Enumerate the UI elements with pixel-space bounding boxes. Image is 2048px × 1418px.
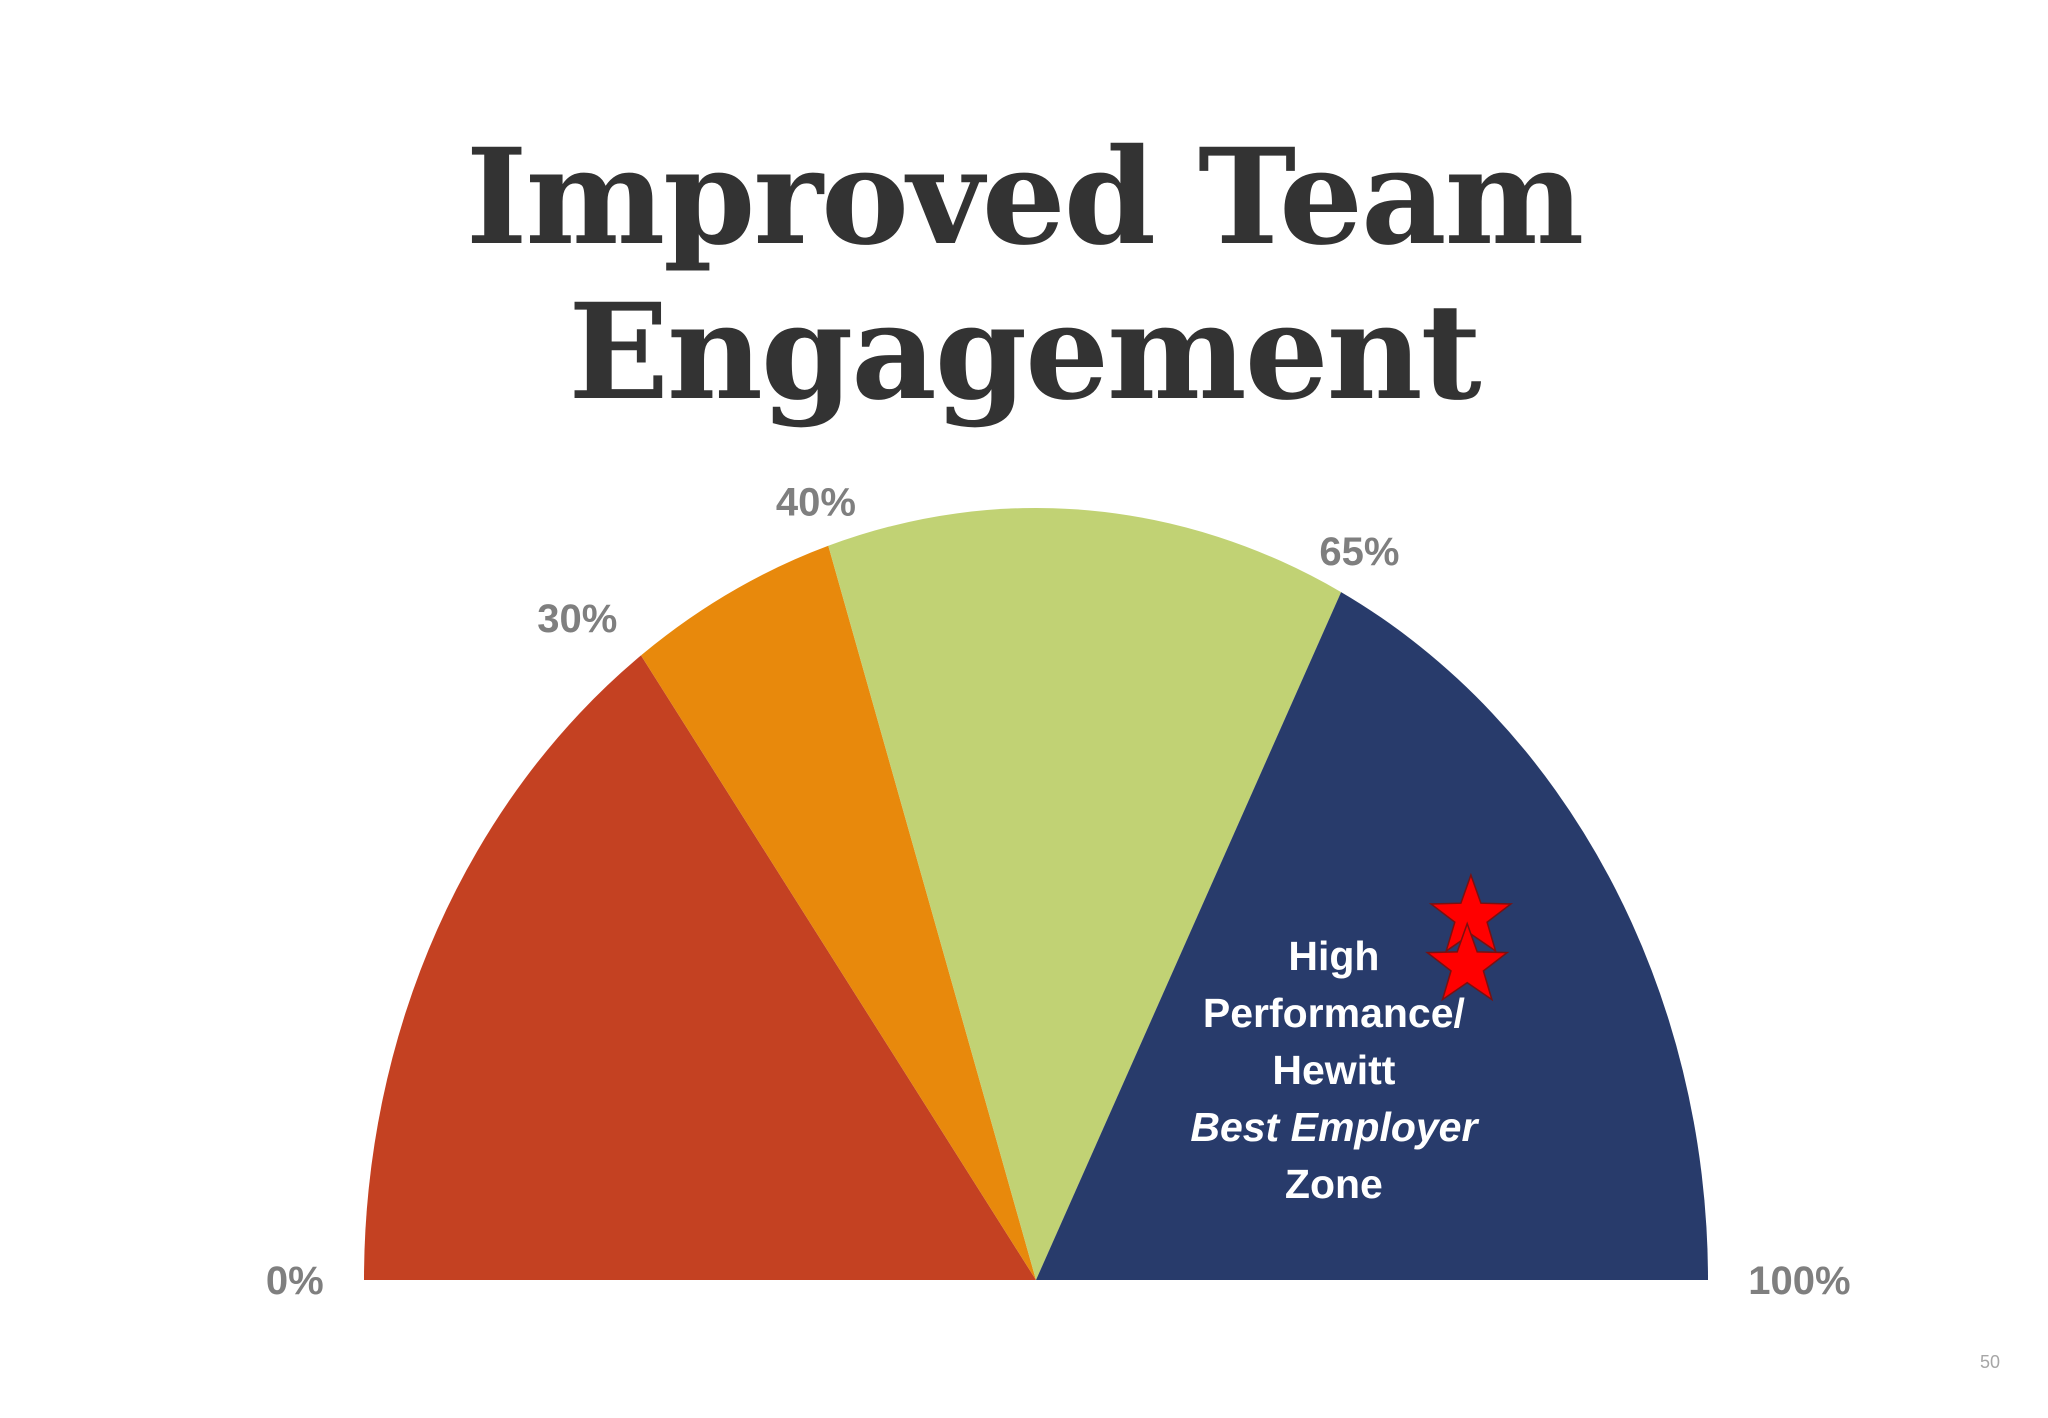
gauge-segment-30-40 [641, 545, 1036, 1280]
tick-label-30: 30% [537, 597, 617, 641]
zone-label-line: Best Employer [1190, 1104, 1479, 1150]
tick-label-0: 0% [266, 1259, 324, 1303]
zone-label-line: High [1288, 933, 1379, 979]
star-marker-icon [1425, 921, 1510, 1002]
gauge-segment-0-30 [364, 655, 1036, 1280]
zone-label-line: Performance/ [1203, 990, 1465, 1036]
page-number: 50 [1979, 1352, 2000, 1372]
zone-label-line: Zone [1285, 1161, 1383, 1207]
zone-label-line: Hewitt [1272, 1047, 1395, 1093]
tick-label-40: 40% [776, 481, 856, 525]
tick-label-100: 100% [1748, 1259, 1850, 1303]
gauge-segment-65-100 [1036, 592, 1708, 1280]
gauge-segment-40-65 [828, 507, 1342, 1280]
tick-label-65: 65% [1319, 530, 1399, 574]
slide-title: Improved Team Engagement [465, 120, 1585, 430]
